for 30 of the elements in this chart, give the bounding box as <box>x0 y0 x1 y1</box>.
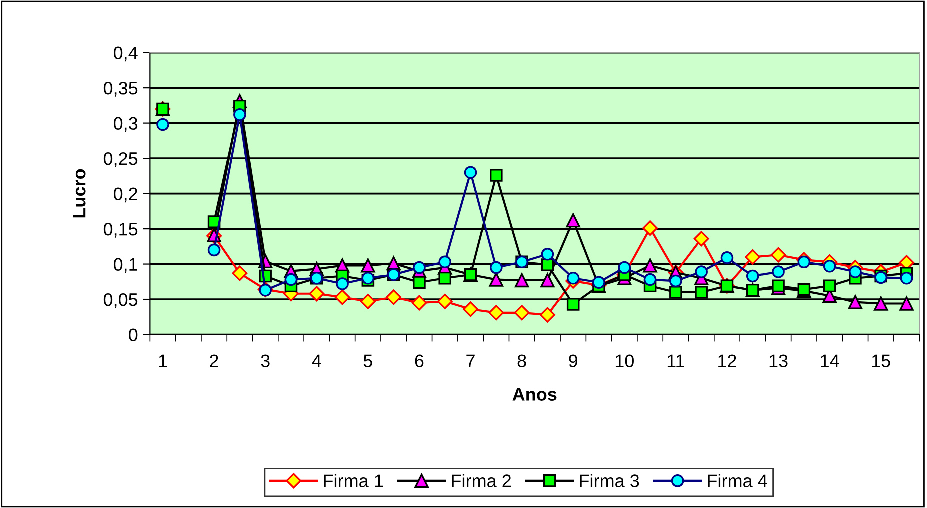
x-tick-label: 9 <box>569 354 578 368</box>
x-tick-label: 13 <box>770 354 788 368</box>
x-tick-label: 6 <box>415 354 424 368</box>
x-tick-label: 8 <box>518 354 526 368</box>
y-tick-label: 0 <box>129 328 138 342</box>
x-tick-label: 11 <box>668 354 684 368</box>
y-tick-label: 0,3 <box>114 117 138 132</box>
y-tick-label: 0,35 <box>104 82 138 97</box>
legend-label: Firma 4 <box>708 474 768 488</box>
legend-label: Firma 2 <box>452 474 511 488</box>
legend-label: Firma 3 <box>580 474 640 488</box>
legend-label: Firma 1 <box>324 474 384 488</box>
x-tick-label: 4 <box>312 354 322 368</box>
y-tick-label: 0,2 <box>114 188 138 203</box>
y-tick-label: 0,15 <box>104 222 138 238</box>
y-tick-label: 0,4 <box>114 46 138 62</box>
x-tick-label: 7 <box>466 354 475 368</box>
x-tick-label: 15 <box>872 354 890 368</box>
y-tick-label: 0,25 <box>104 152 138 168</box>
x-tick-label: 5 <box>364 354 372 368</box>
x-tick-label: 14 <box>821 354 840 368</box>
y-axis-title: Lucro <box>73 169 86 218</box>
x-tick-label: 3 <box>261 354 270 368</box>
y-tick-label: 0,1 <box>114 258 138 274</box>
x-axis-title: Anos <box>512 388 557 401</box>
x-tick-label: 10 <box>616 354 634 368</box>
y-tick-label: 0,05 <box>104 293 138 308</box>
x-tick-label: 12 <box>718 354 736 368</box>
x-tick-label: 1 <box>159 354 168 368</box>
x-tick-label: 2 <box>210 354 218 368</box>
